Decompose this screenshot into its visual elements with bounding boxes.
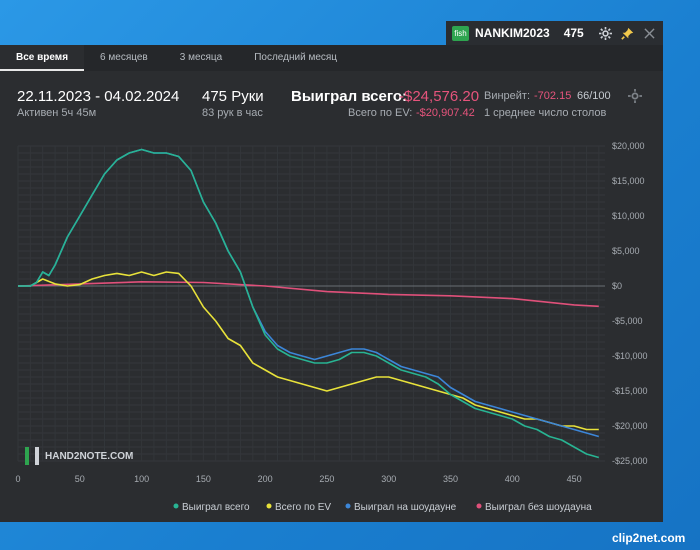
x-tick-label: 100 [134,474,149,484]
player-nickname: NANKIM2023 [475,26,550,40]
chart-legend: Выиграл всего Всего по EV Выиграл на шоуда… [173,501,592,513]
chart-lines [17,148,600,459]
chart-grid [17,145,605,462]
x-tick-label: 0 [15,474,20,484]
y-tick-label: $0 [612,281,622,291]
x-tick-label: 450 [567,474,582,484]
y-axis: $20,000 $15,000 $10,000 $5,000 $0 -$5,000 -$10… [612,141,648,466]
x-axis: 0 50 100 150 200 250 300 350 400 450 [15,474,581,484]
period-tabs: Все время 6 месяцев 3 месяца Последний м… [0,45,663,71]
legend-dot-1 [266,503,272,509]
y-tick-label: -$5,000 [612,316,643,326]
x-tick-label: 300 [381,474,396,484]
tab-all-time[interactable]: Все время [0,45,85,71]
ev-total-value: -$20,907.42 [416,107,475,119]
watermark-text: HAND2NOTE.COM [45,450,134,462]
y-tick-label: $10,000 [612,211,645,221]
avg-tables: 1 среднее число столов [484,107,607,119]
y-tick-label: $15,000 [612,176,645,186]
tab-6-months[interactable]: 6 месяцев [100,52,148,63]
close-icon[interactable] [641,25,657,41]
hand2note-watermark: HAND2NOTE.COM [25,447,133,465]
date-range: 22.11.2023 - 04.02.2024 [17,88,180,105]
legend-label-2: Выиграл на шоудауне [354,502,457,513]
y-tick-label: -$20,000 [612,421,648,431]
winrate-per: 66/100 [577,90,611,102]
y-tick-label: -$15,000 [612,386,648,396]
hand2note-logo-icon [25,447,39,465]
winrate-value: -702.15 [534,90,572,102]
legend-dot-0 [173,503,179,509]
series-line-1 [18,271,599,431]
x-tick-label: 200 [258,474,273,484]
active-time: Активен 5ч 45м [17,107,97,119]
legend-label-0: Выиграл всего [182,502,250,513]
y-tick-label: $5,000 [612,246,640,256]
won-total-value: -$24,576.20 [399,88,480,105]
y-tick-label: $20,000 [612,141,645,151]
x-tick-label: 50 [75,474,85,484]
legend-label-1: Всего по EV [275,502,331,513]
x-tick-label: 150 [196,474,211,484]
x-tick-label: 350 [443,474,458,484]
ev-total-label: Всего по EV: [348,107,413,119]
x-tick-label: 400 [505,474,520,484]
series-line-3 [17,281,599,308]
tab-3-months[interactable]: 3 месяца [179,52,223,63]
tab-last-month[interactable]: Последний месяц [254,52,338,63]
x-tick-label: 250 [319,474,334,484]
pin-icon[interactable] [619,25,635,41]
hud-title-bar[interactable]: fish NANKIM2023 475 [446,21,663,45]
hands-per-hour: 83 рук в час [202,107,263,119]
graph-settings-icon[interactable] [628,89,642,106]
winrate-label: Винрейт: [484,90,531,102]
hands-total: 475 Руки [202,88,264,105]
hand-count: 475 [563,26,584,40]
y-tick-label: -$10,000 [612,351,648,361]
y-tick-label: -$25,000 [612,456,648,466]
won-total-label: Выиграл всего: [291,88,408,105]
legend-dot-2 [345,503,351,509]
legend-label-3: Выиграл без шоудауна [485,501,592,513]
fish-badge: fish [452,25,469,41]
clip2net-label: clip2net.com [612,531,686,545]
gear-icon[interactable] [597,25,613,41]
series-line-0 [18,148,600,459]
legend-dot-3 [476,503,482,509]
